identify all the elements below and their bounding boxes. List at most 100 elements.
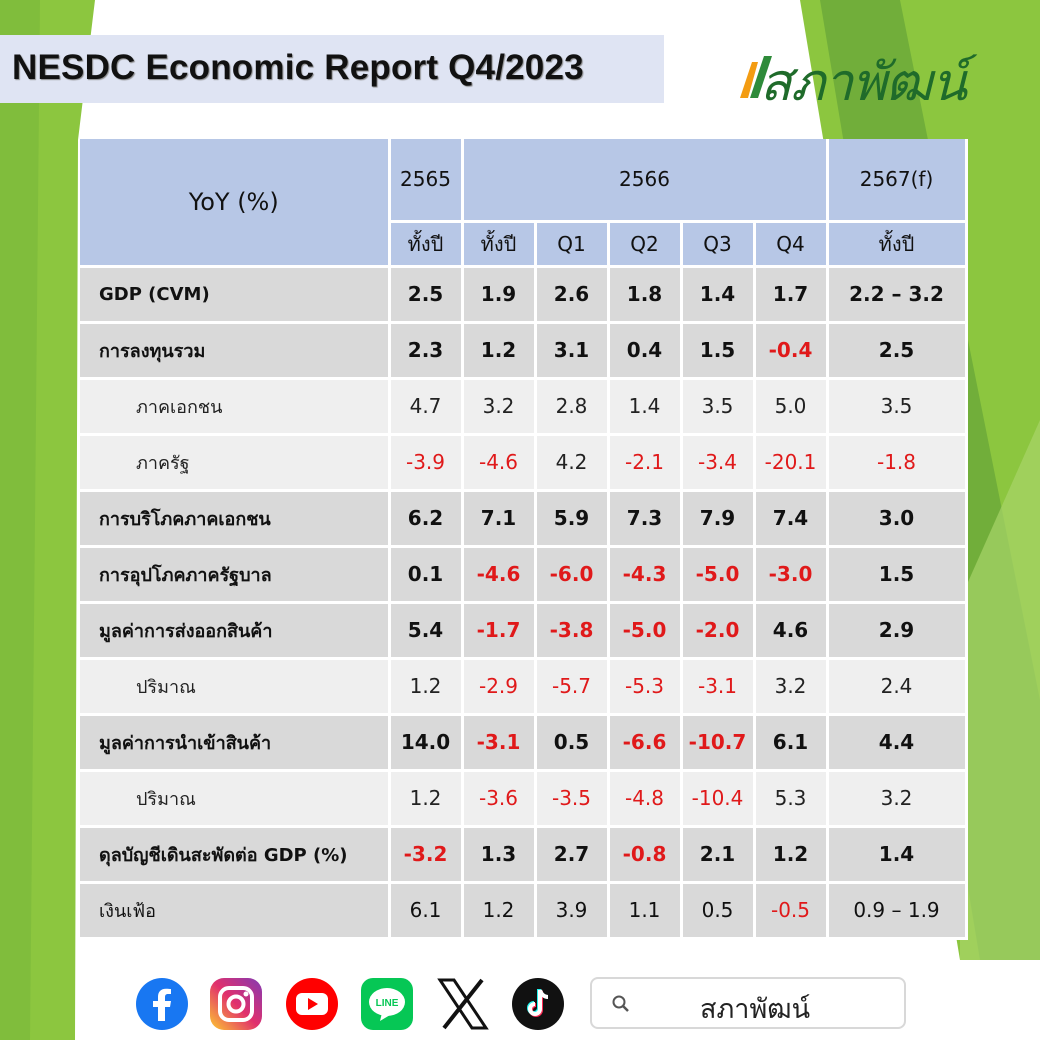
economic-table: YoY (%) 2565 2566 2567(f) ทั้งปี ทั้งปี …	[80, 139, 968, 940]
table-row: การบริโภคภาคเอกชน 6.2 7.1 5.9 7.3 7.9 7.4 3.0	[80, 490, 968, 548]
table-cell: -0.5	[754, 882, 829, 940]
table-cell: -4.3	[608, 546, 683, 604]
table-cell: -3.6	[462, 770, 537, 828]
table-cell: 7.9	[681, 490, 756, 548]
table-cell: 2.3	[389, 322, 464, 380]
table-row: มูลค่าการนำเข้าสินค้า 14.0 -3.1 0.5 -6.6 -10.…	[80, 714, 968, 772]
table-cell: 1.7	[754, 266, 829, 324]
table-cell: 1.4	[827, 826, 968, 884]
table-cell: 6.1	[754, 714, 829, 772]
table-cell: -5.0	[608, 602, 683, 660]
table-cell: 1.2	[462, 882, 537, 940]
table-cell: 3.2	[462, 378, 537, 436]
row-label: การลงทุนรวม	[80, 322, 391, 380]
table-cell: 4.6	[754, 602, 829, 660]
x-icon[interactable]	[436, 977, 490, 1031]
subheader: ทั้งปี	[389, 221, 464, 268]
table-cell: -10.7	[681, 714, 756, 772]
table-cell: 0.9 – 1.9	[827, 882, 968, 940]
subheader: Q2	[608, 221, 683, 268]
youtube-icon[interactable]	[285, 977, 339, 1031]
table-cell: 3.2	[827, 770, 968, 828]
table-cell: 1.8	[608, 266, 683, 324]
table-cell: -4.8	[608, 770, 683, 828]
table-cell: 0.5	[535, 714, 610, 772]
table-cell: -10.4	[681, 770, 756, 828]
table-cell: 1.5	[827, 546, 968, 604]
table-cell: 1.2	[389, 770, 464, 828]
row-label: มูลค่าการนำเข้าสินค้า	[80, 714, 391, 772]
row-label: การบริโภคภาคเอกชน	[80, 490, 391, 548]
row-label: ปริมาณ	[80, 658, 391, 716]
table-cell: 1.2	[754, 826, 829, 884]
year-2567: 2567(f)	[827, 139, 968, 223]
table-cell: -0.8	[608, 826, 683, 884]
table-cell: -6.0	[535, 546, 610, 604]
row-label: การอุปโภคภาครัฐบาล	[80, 546, 391, 604]
table-row: การอุปโภคภาครัฐบาล 0.1 -4.6 -6.0 -4.3 -5.0 -3.…	[80, 546, 968, 604]
search-text: สภาพัฒน์	[700, 994, 811, 1025]
table-cell: -1.8	[827, 434, 968, 492]
table-cell: -5.3	[608, 658, 683, 716]
table-cell: 2.5	[389, 266, 464, 324]
table-cell: -3.8	[535, 602, 610, 660]
subheader: Q4	[754, 221, 829, 268]
table-cell: 1.3	[462, 826, 537, 884]
table-cell: 3.2	[754, 658, 829, 716]
table-row: ปริมาณ 1.2 -3.6 -3.5 -4.8 -10.4 5.3 3.2	[80, 770, 968, 828]
table-cell: 6.2	[389, 490, 464, 548]
table-cell: 7.3	[608, 490, 683, 548]
table-cell: -3.0	[754, 546, 829, 604]
table-cell: 1.1	[608, 882, 683, 940]
table-cell: 3.5	[827, 378, 968, 436]
table-cell: -3.2	[389, 826, 464, 884]
table-cell: 6.1	[389, 882, 464, 940]
table-body: GDP (CVM) 2.5 1.9 2.6 1.8 1.4 1.7 2.2 – 3.2 การล…	[80, 266, 968, 940]
table-row: เงินเฟ้อ 6.1 1.2 3.9 1.1 0.5 -0.5 0.9 – 1.9	[80, 882, 968, 940]
table-cell: 4.7	[389, 378, 464, 436]
table-cell: 14.0	[389, 714, 464, 772]
table-cell: -20.1	[754, 434, 829, 492]
row-label: ภาครัฐ	[80, 434, 391, 492]
line-icon[interactable]: LINE	[360, 977, 414, 1031]
instagram-icon[interactable]	[209, 977, 263, 1031]
table-cell: 5.0	[754, 378, 829, 436]
corner-label: YoY (%)	[80, 139, 391, 268]
subheader: ทั้งปี	[462, 221, 537, 268]
table-cell: 2.8	[535, 378, 610, 436]
table-cell: -2.9	[462, 658, 537, 716]
table-cell: 7.4	[754, 490, 829, 548]
table-cell: 3.1	[535, 322, 610, 380]
table-cell: -6.6	[608, 714, 683, 772]
table-cell: -3.4	[681, 434, 756, 492]
title-banner	[0, 35, 664, 103]
table-row: GDP (CVM) 2.5 1.9 2.6 1.8 1.4 1.7 2.2 – 3.2	[80, 266, 968, 324]
table-cell: 2.6	[535, 266, 610, 324]
table-cell: 0.4	[608, 322, 683, 380]
year-2565: 2565	[389, 139, 464, 223]
table-cell: -4.6	[462, 434, 537, 492]
table-cell: 3.0	[827, 490, 968, 548]
table-cell: -2.1	[608, 434, 683, 492]
table-cell: 3.5	[681, 378, 756, 436]
search-box[interactable]: สภาพัฒน์	[590, 977, 906, 1029]
table-cell: 4.2	[535, 434, 610, 492]
table-cell: -0.4	[754, 322, 829, 380]
table-cell: 7.1	[462, 490, 537, 548]
table-cell: 2.2 – 3.2	[827, 266, 968, 324]
table-cell: -1.7	[462, 602, 537, 660]
tiktok-icon[interactable]	[511, 977, 565, 1031]
table-cell: 2.4	[827, 658, 968, 716]
table-cell: -3.1	[462, 714, 537, 772]
year-2566: 2566	[462, 139, 829, 223]
row-label: เงินเฟ้อ	[80, 882, 391, 940]
row-label: ภาคเอกชน	[80, 378, 391, 436]
table-cell: -3.9	[389, 434, 464, 492]
facebook-icon[interactable]	[135, 977, 189, 1031]
table-row: ภาคเอกชน 4.7 3.2 2.8 1.4 3.5 5.0 3.5	[80, 378, 968, 436]
table-row: ภาครัฐ -3.9 -4.6 4.2 -2.1 -3.4 -20.1 -1.8	[80, 434, 968, 492]
table-cell: 0.5	[681, 882, 756, 940]
table-cell: 1.9	[462, 266, 537, 324]
table-cell: 2.5	[827, 322, 968, 380]
table-cell: 5.4	[389, 602, 464, 660]
